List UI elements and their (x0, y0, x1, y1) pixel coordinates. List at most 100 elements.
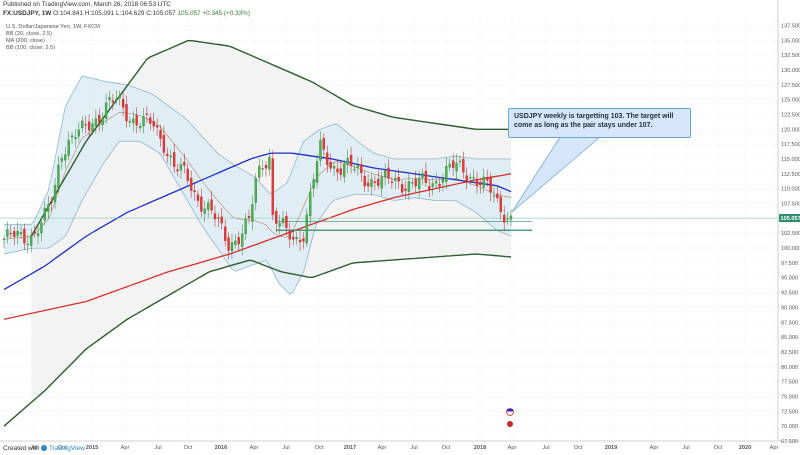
event-marker-icon (507, 421, 513, 427)
y-tick-label: 120.000 (781, 127, 800, 133)
y-tick-label: 102.500 (781, 231, 800, 237)
low-value: L:104.629 (116, 10, 145, 17)
legend-bb20: BB (20, close, 2.5) (6, 31, 53, 37)
close-value: C:105.057 (146, 10, 176, 17)
candle-body (288, 231, 291, 240)
y-tick-label: 67.500 (781, 439, 798, 445)
candle-body (397, 177, 400, 182)
candle-body (111, 100, 115, 103)
legend-ma200: MA (200, close) (6, 38, 45, 44)
y-tick-label: 110.000 (781, 187, 800, 193)
candle-body (475, 179, 479, 186)
candle-body (366, 182, 370, 187)
candle-body (2, 238, 6, 241)
candle-body (189, 177, 193, 191)
created-with-label: Created with (3, 445, 40, 452)
candle-body (193, 190, 196, 193)
candle-body (121, 99, 125, 108)
y-tick-label: 77.500 (781, 380, 798, 386)
candle-body (424, 170, 428, 183)
candle-body (332, 166, 336, 169)
candle-body (377, 179, 380, 186)
candle-body (302, 238, 305, 242)
candle-body (87, 121, 91, 131)
candle-body (203, 208, 206, 214)
candle-body (251, 204, 254, 222)
x-tick-label: Oct (714, 445, 723, 451)
x-tick-label: Jul (154, 445, 161, 451)
tradingview-logo-icon (41, 445, 48, 452)
y-tick-label: 75.000 (781, 394, 798, 400)
candles (2, 90, 513, 260)
x-tick-label: Apr (770, 445, 779, 451)
bands (4, 40, 511, 403)
overlay: 105.057 (506, 136, 800, 427)
candle-body (108, 97, 111, 101)
footer-brand[interactable]: TradingView (49, 445, 85, 452)
x-tick-label: Apr (650, 445, 659, 451)
bb100-upper-line (30, 39, 511, 237)
candle-body (319, 139, 322, 161)
candle-body (210, 199, 213, 211)
candle-body (417, 177, 421, 190)
candle-body (149, 117, 152, 124)
annotation-callout[interactable]: USDJPY weekly is targetting 103. The tar… (508, 108, 691, 138)
candle-body (247, 216, 251, 218)
y-tick-label: 80.000 (781, 365, 798, 371)
candle-body (220, 216, 223, 224)
y-tick-label: 92.500 (781, 291, 798, 297)
candle-body (400, 184, 404, 193)
candle-body (64, 154, 67, 161)
candle-body (98, 114, 101, 123)
candle-body (275, 210, 278, 224)
candle-body (390, 181, 394, 183)
y-tick-label: 127.500 (781, 83, 800, 89)
candle-body (451, 160, 455, 168)
support-levels (0, 217, 778, 231)
high-value: H:105.091 (84, 10, 115, 17)
candle-body (431, 183, 434, 187)
candle-body (230, 242, 234, 252)
candle-body (47, 204, 50, 212)
candle-body (360, 164, 363, 174)
x-axis: Jul Oct 2015 Apr Jul Oct 2016 Apr Jul Oct 2017 Apr J… (0, 440, 800, 451)
candle-body (373, 181, 377, 183)
candle-body (356, 165, 360, 168)
symbol-ohlc-line: FX:USDJPY, 1W O:104.841 H:105.091 L:104.… (3, 10, 250, 18)
candle-body (322, 138, 326, 150)
x-tick-label: 2020 (739, 445, 751, 451)
candle-body (74, 137, 77, 140)
y-tick-label: 95.000 (781, 276, 798, 282)
candle-body (30, 235, 33, 246)
candle-body (234, 240, 237, 245)
candle-body (169, 155, 172, 158)
candle-body (19, 232, 23, 235)
x-tick-label: 2018 (474, 445, 486, 451)
candle-body (448, 163, 451, 168)
candle-body (33, 231, 36, 234)
x-tick-label: 2016 (215, 445, 227, 451)
candle-body (172, 152, 176, 167)
candle-body (145, 113, 149, 115)
candle-body (254, 178, 257, 203)
candle-body (281, 218, 285, 224)
candle-body (213, 213, 217, 220)
bb20-fill (4, 75, 511, 295)
y-tick-label: 90.000 (781, 305, 798, 311)
candle-body (115, 99, 118, 101)
candle-body (118, 95, 121, 99)
candle-body (237, 237, 240, 245)
candle-body (343, 163, 346, 177)
candle-body (479, 181, 482, 186)
candle-body (94, 118, 98, 127)
x-tick-label: 2019 (605, 445, 617, 451)
candle-body (292, 236, 295, 240)
candle-body (486, 177, 489, 181)
candle-body (261, 168, 264, 170)
candle-body (138, 126, 142, 129)
published-note: Published on TradingView.com, March 26, … (3, 1, 171, 8)
x-tick-label: Apr (121, 445, 130, 451)
candle-body (241, 233, 244, 247)
candle-body (9, 232, 12, 235)
